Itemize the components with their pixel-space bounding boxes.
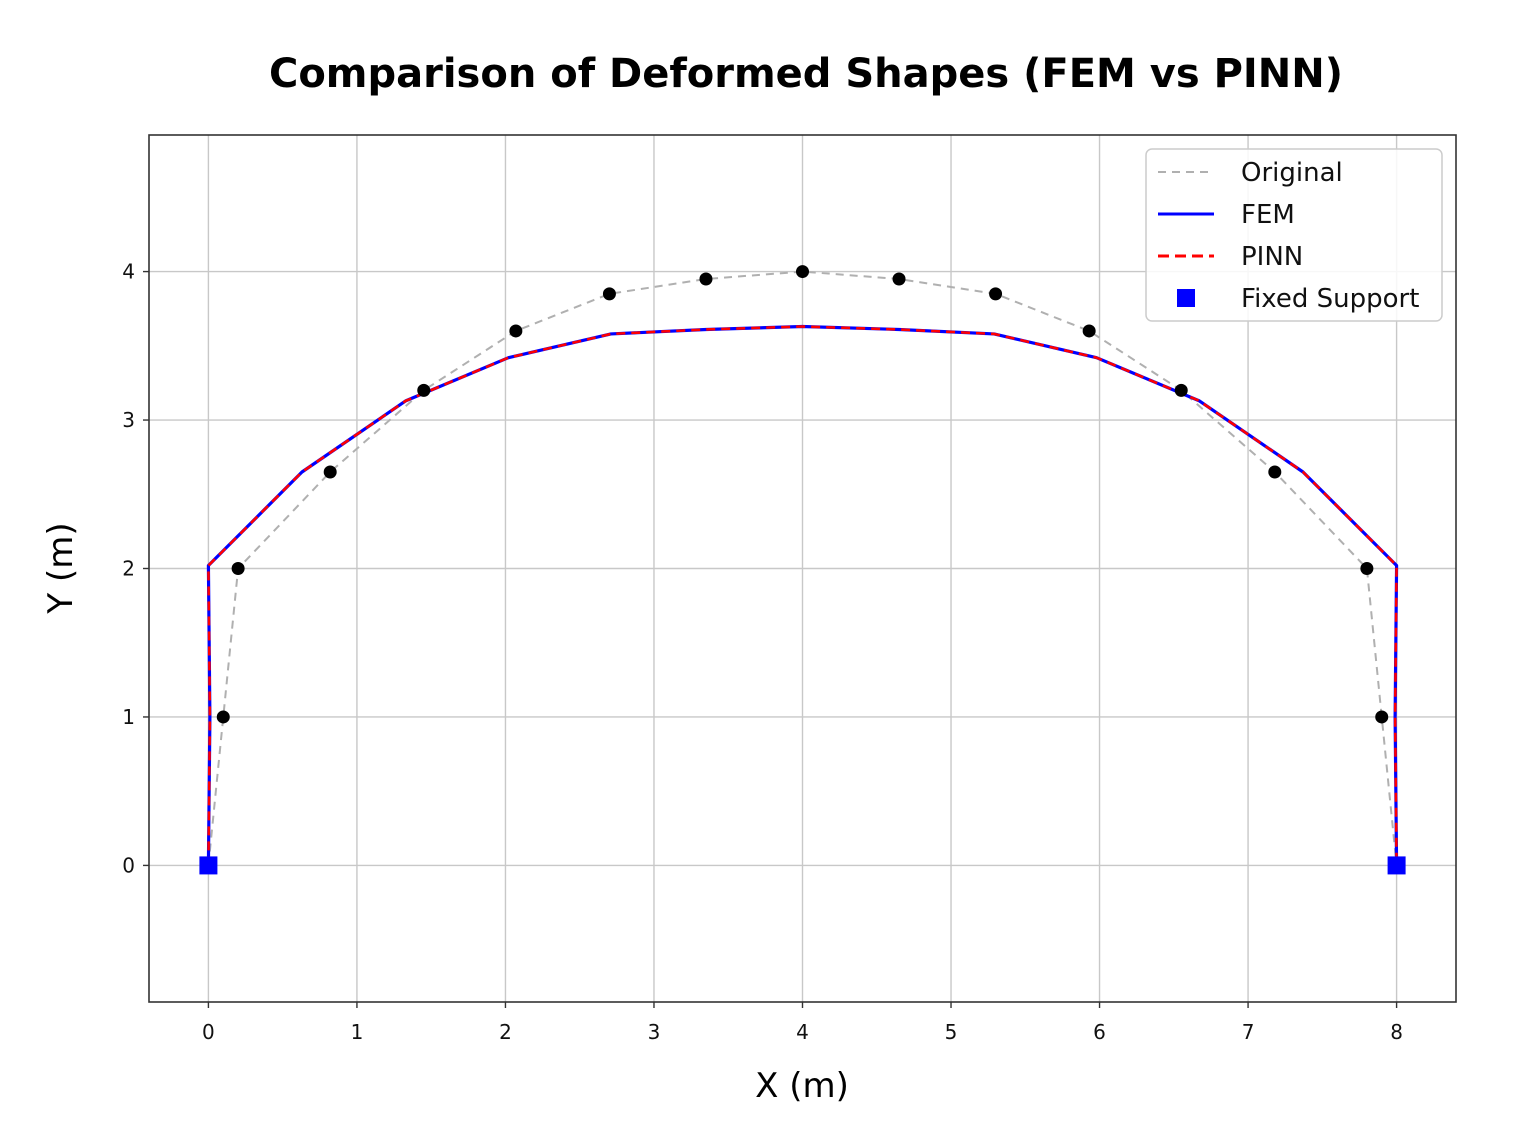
legend-label: Fixed Support	[1241, 284, 1419, 314]
original-node-point	[699, 272, 713, 286]
y-tick-label: 2	[122, 557, 135, 581]
original-node-point	[323, 465, 337, 479]
pinn-line	[207, 325, 1398, 866]
original-node-point	[417, 383, 431, 397]
x-tick-label: 6	[1093, 1020, 1106, 1044]
original-node-point	[1082, 324, 1096, 338]
x-tick-label: 0	[202, 1020, 215, 1044]
y-axis-title: Y (m)	[41, 522, 81, 614]
x-tick-label: 3	[648, 1020, 661, 1044]
legend-support-swatch	[1177, 289, 1195, 307]
x-axis-title: X (m)	[755, 1066, 849, 1106]
original-node-point	[892, 272, 906, 286]
marker-layer	[199, 265, 1406, 875]
series-layer	[206, 270, 1399, 866]
tick-layer: 0 1 2 3 4 5 6 7 8 0 1 2 3 4	[122, 260, 1403, 1044]
legend-frame	[1145, 148, 1443, 322]
original-node-point	[509, 324, 523, 338]
original-node-point	[231, 562, 245, 575]
legend-label: FEM	[1241, 200, 1295, 230]
original-node-point	[1268, 465, 1282, 479]
x-tick-label: 4	[796, 1020, 809, 1044]
legend-entries: Original FEM PINN Fixed Support	[1158, 158, 1419, 314]
x-tick-label: 2	[499, 1020, 512, 1044]
legend-label: Original	[1241, 158, 1343, 188]
original-node-point	[989, 287, 1003, 301]
fixed-support-marker	[199, 856, 218, 875]
original-node-point	[1375, 710, 1389, 724]
chart-title: Comparison of Deformed Shapes (FEM vs PI…	[269, 51, 1343, 97]
legend-label: PINN	[1241, 242, 1303, 272]
y-tick-label: 0	[122, 853, 135, 877]
fixed-support-marker	[1387, 856, 1406, 875]
original-node-point	[796, 265, 809, 279]
y-tick-label: 1	[122, 705, 135, 729]
x-tick-label: 5	[945, 1020, 958, 1044]
x-tick-label: 7	[1242, 1020, 1255, 1044]
x-tick-label: 8	[1390, 1020, 1403, 1044]
original-node-point	[216, 710, 230, 724]
y-tick-label: 3	[122, 408, 135, 432]
y-tick-label: 4	[122, 260, 135, 284]
original-node-point	[1360, 562, 1374, 575]
original-node-point	[1174, 383, 1188, 397]
x-tick-label: 1	[351, 1020, 364, 1044]
legend: Original FEM PINN Fixed Support	[1145, 148, 1443, 322]
original-node-point	[602, 287, 616, 301]
